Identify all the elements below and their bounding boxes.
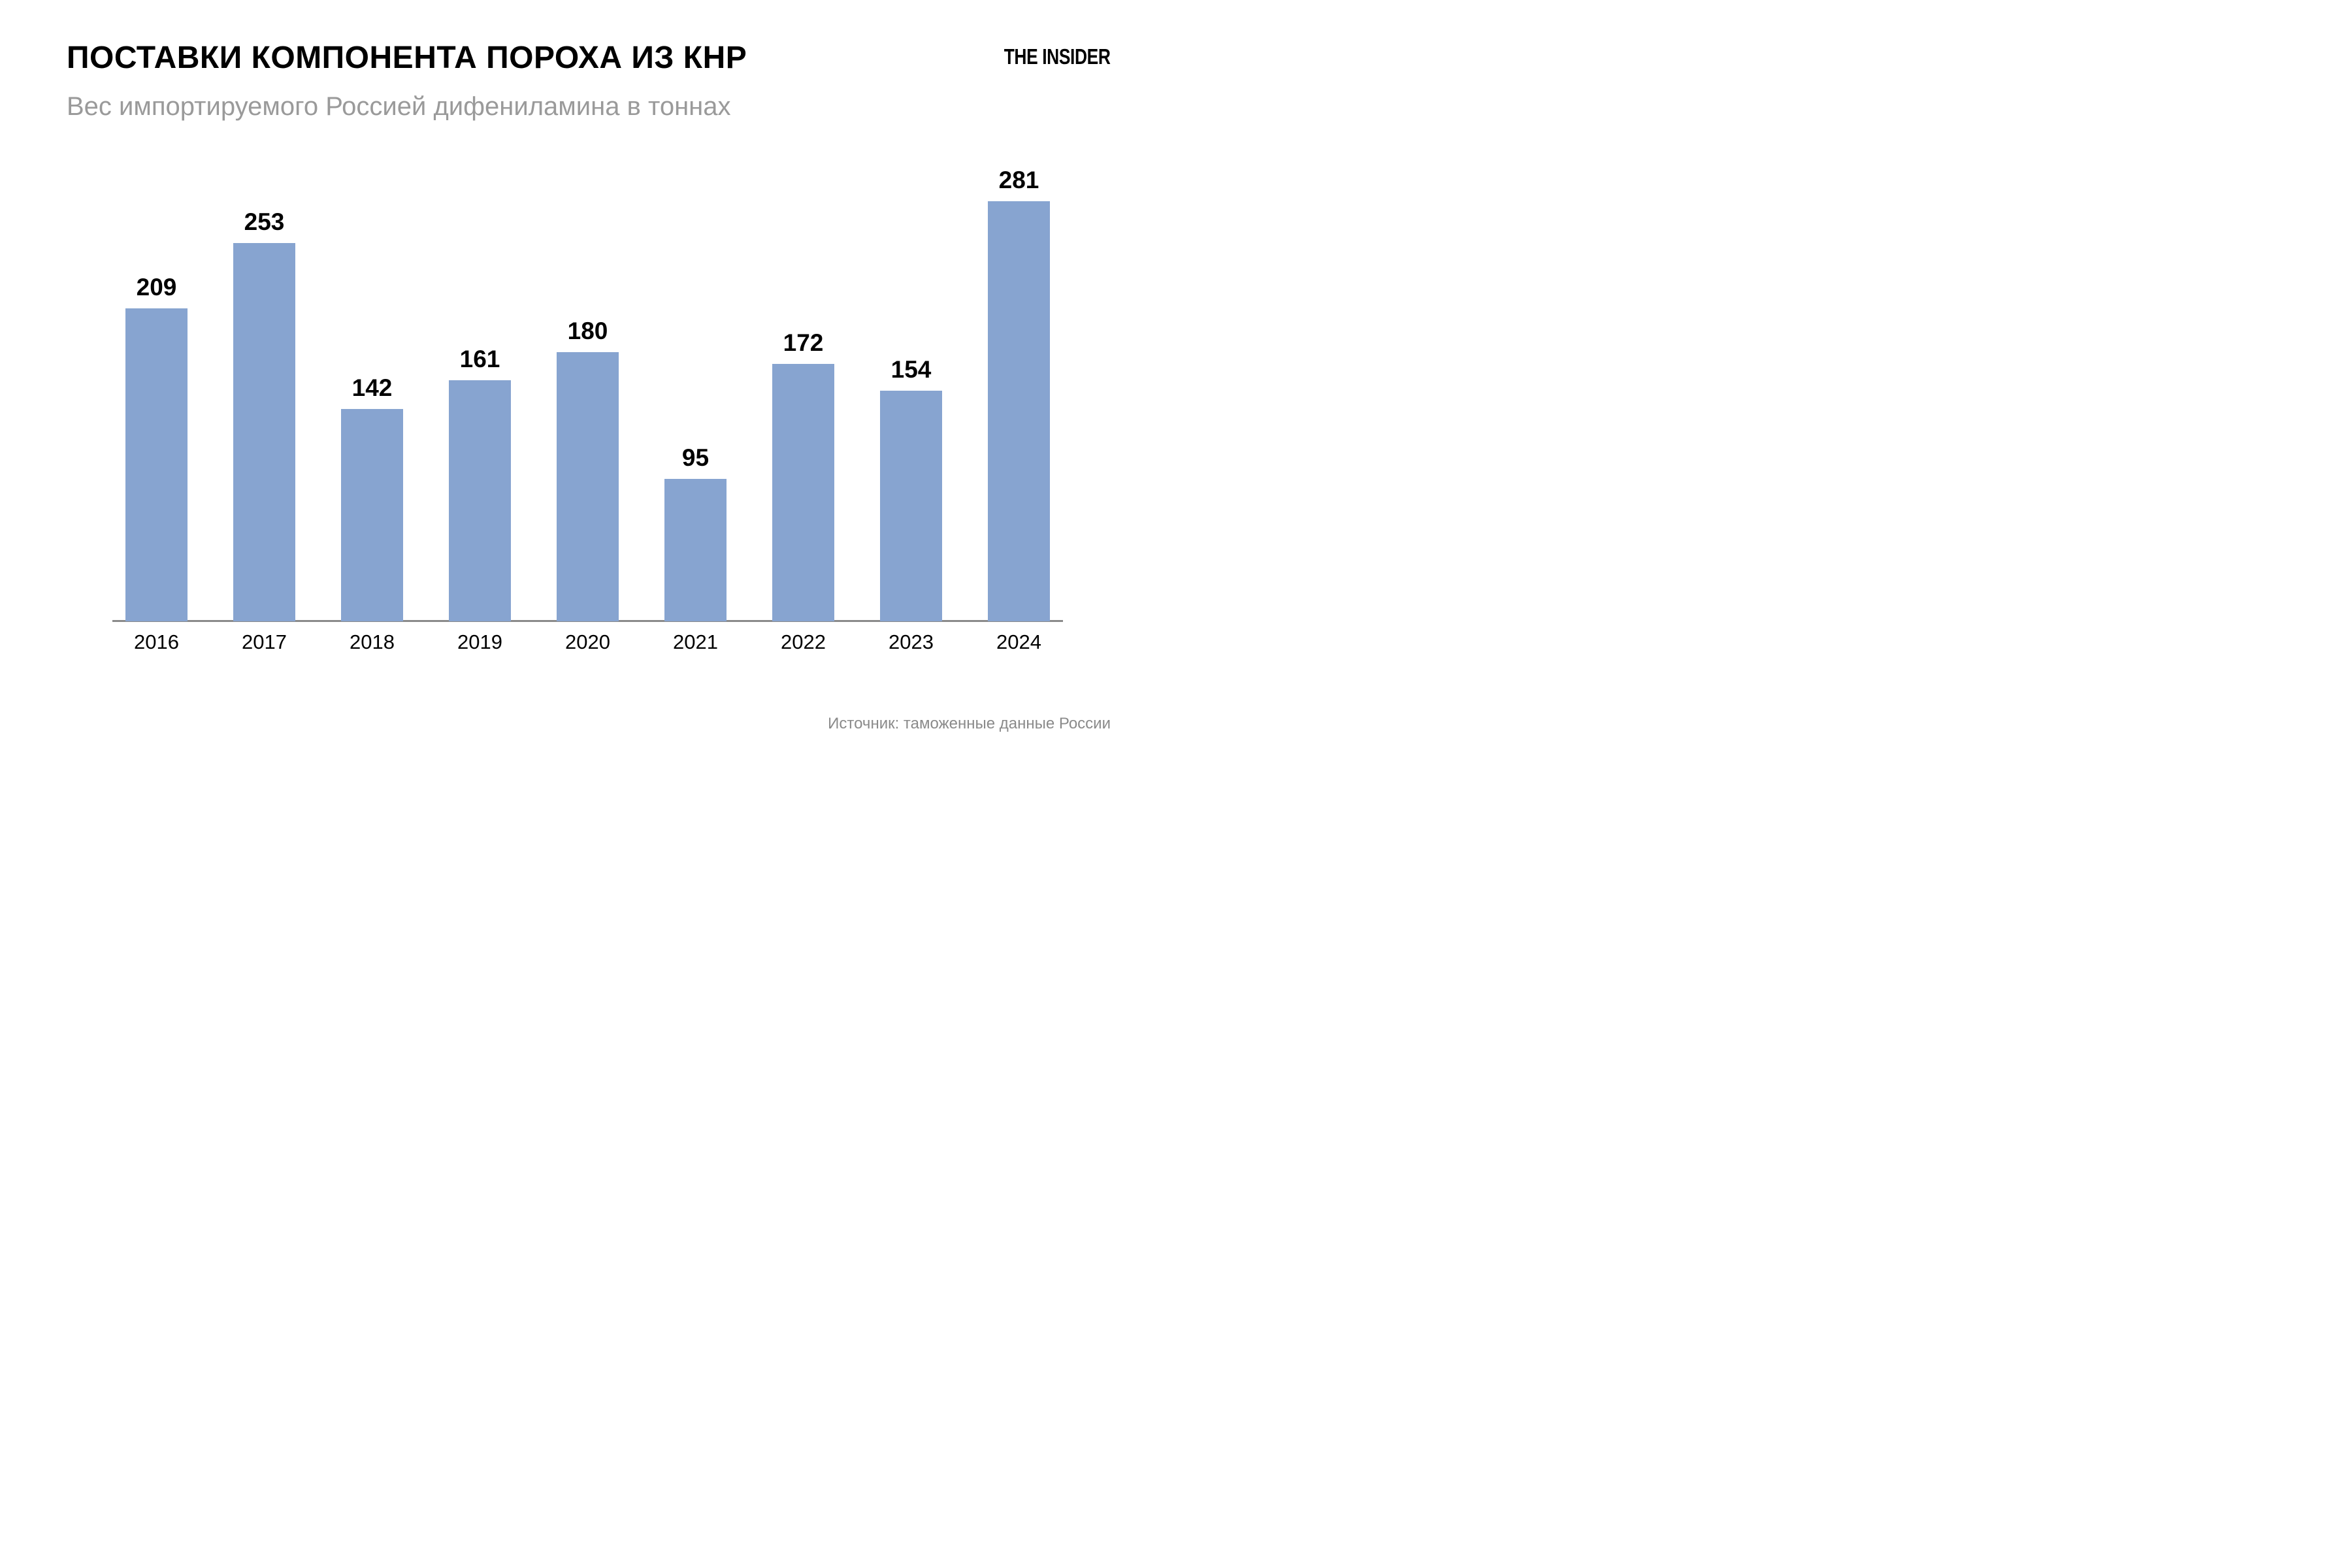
bar-2024 — [988, 201, 1050, 621]
bar-value-label: 161 — [459, 346, 500, 373]
bar-chart: 209 253 142 161 180 95 172 154 281 2016 2017 2018 2… — [0, 131, 1176, 652]
source-note: Источник: таможенные данные России — [828, 715, 1111, 732]
header: ПОСТАВКИ КОМПОНЕНТА ПОРОХА ИЗ КНР THE IN… — [67, 41, 1111, 122]
bar-value-label: 209 — [136, 274, 177, 301]
bar-column-2022: 172 — [749, 131, 857, 621]
bar-2017 — [233, 242, 295, 621]
chart-title: ПОСТАВКИ КОМПОНЕНТА ПОРОХА ИЗ КНР — [67, 41, 747, 75]
bar-value-label: 172 — [783, 329, 824, 357]
bar-column-2020: 180 — [534, 131, 642, 621]
x-tick-label-2016: 2016 — [134, 630, 179, 653]
x-tick-label-2020: 2020 — [565, 630, 610, 653]
bar-column-2023: 154 — [857, 131, 965, 621]
x-tick-label-2019: 2019 — [457, 630, 502, 653]
bar-2022 — [772, 364, 834, 621]
bar-column-2021: 95 — [642, 131, 749, 621]
x-tick-label-2021: 2021 — [673, 630, 718, 653]
bar-value-label: 180 — [567, 317, 608, 344]
bar-2021 — [664, 479, 727, 621]
bar-column-2024: 281 — [965, 131, 1073, 621]
bar-value-label: 281 — [998, 166, 1039, 193]
bar-value-label: 142 — [351, 374, 393, 401]
bars-row: 209 253 142 161 180 95 172 154 281 — [103, 131, 1073, 621]
chart-subtitle: Вес импортируемого Россией дифениламина … — [67, 92, 731, 122]
bar-2018 — [341, 408, 403, 621]
x-tick-label-2024: 2024 — [996, 630, 1041, 653]
bar-2023 — [880, 391, 942, 621]
x-axis-labels: 2016 2017 2018 2019 2020 2021 2022 2023 2024 — [103, 632, 1073, 652]
bar-value-label: 154 — [890, 356, 932, 384]
bar-column-2019: 161 — [426, 131, 534, 621]
bar-value-label: 253 — [244, 208, 285, 235]
bar-2016 — [125, 308, 188, 621]
the-insider-logo: THE INSIDER — [1004, 44, 1111, 69]
bar-value-label: 95 — [681, 444, 710, 472]
x-tick-label-2017: 2017 — [242, 630, 287, 653]
bar-column-2017: 253 — [210, 131, 318, 621]
bar-column-2018: 142 — [318, 131, 426, 621]
title-row: ПОСТАВКИ КОМПОНЕНТА ПОРОХА ИЗ КНР THE IN… — [67, 41, 1111, 75]
bar-2019 — [449, 380, 511, 621]
bar-column-2016: 209 — [103, 131, 210, 621]
x-tick-label-2018: 2018 — [350, 630, 395, 653]
x-tick-label-2022: 2022 — [781, 630, 826, 653]
bar-2020 — [557, 351, 619, 621]
x-tick-label-2023: 2023 — [889, 630, 934, 653]
